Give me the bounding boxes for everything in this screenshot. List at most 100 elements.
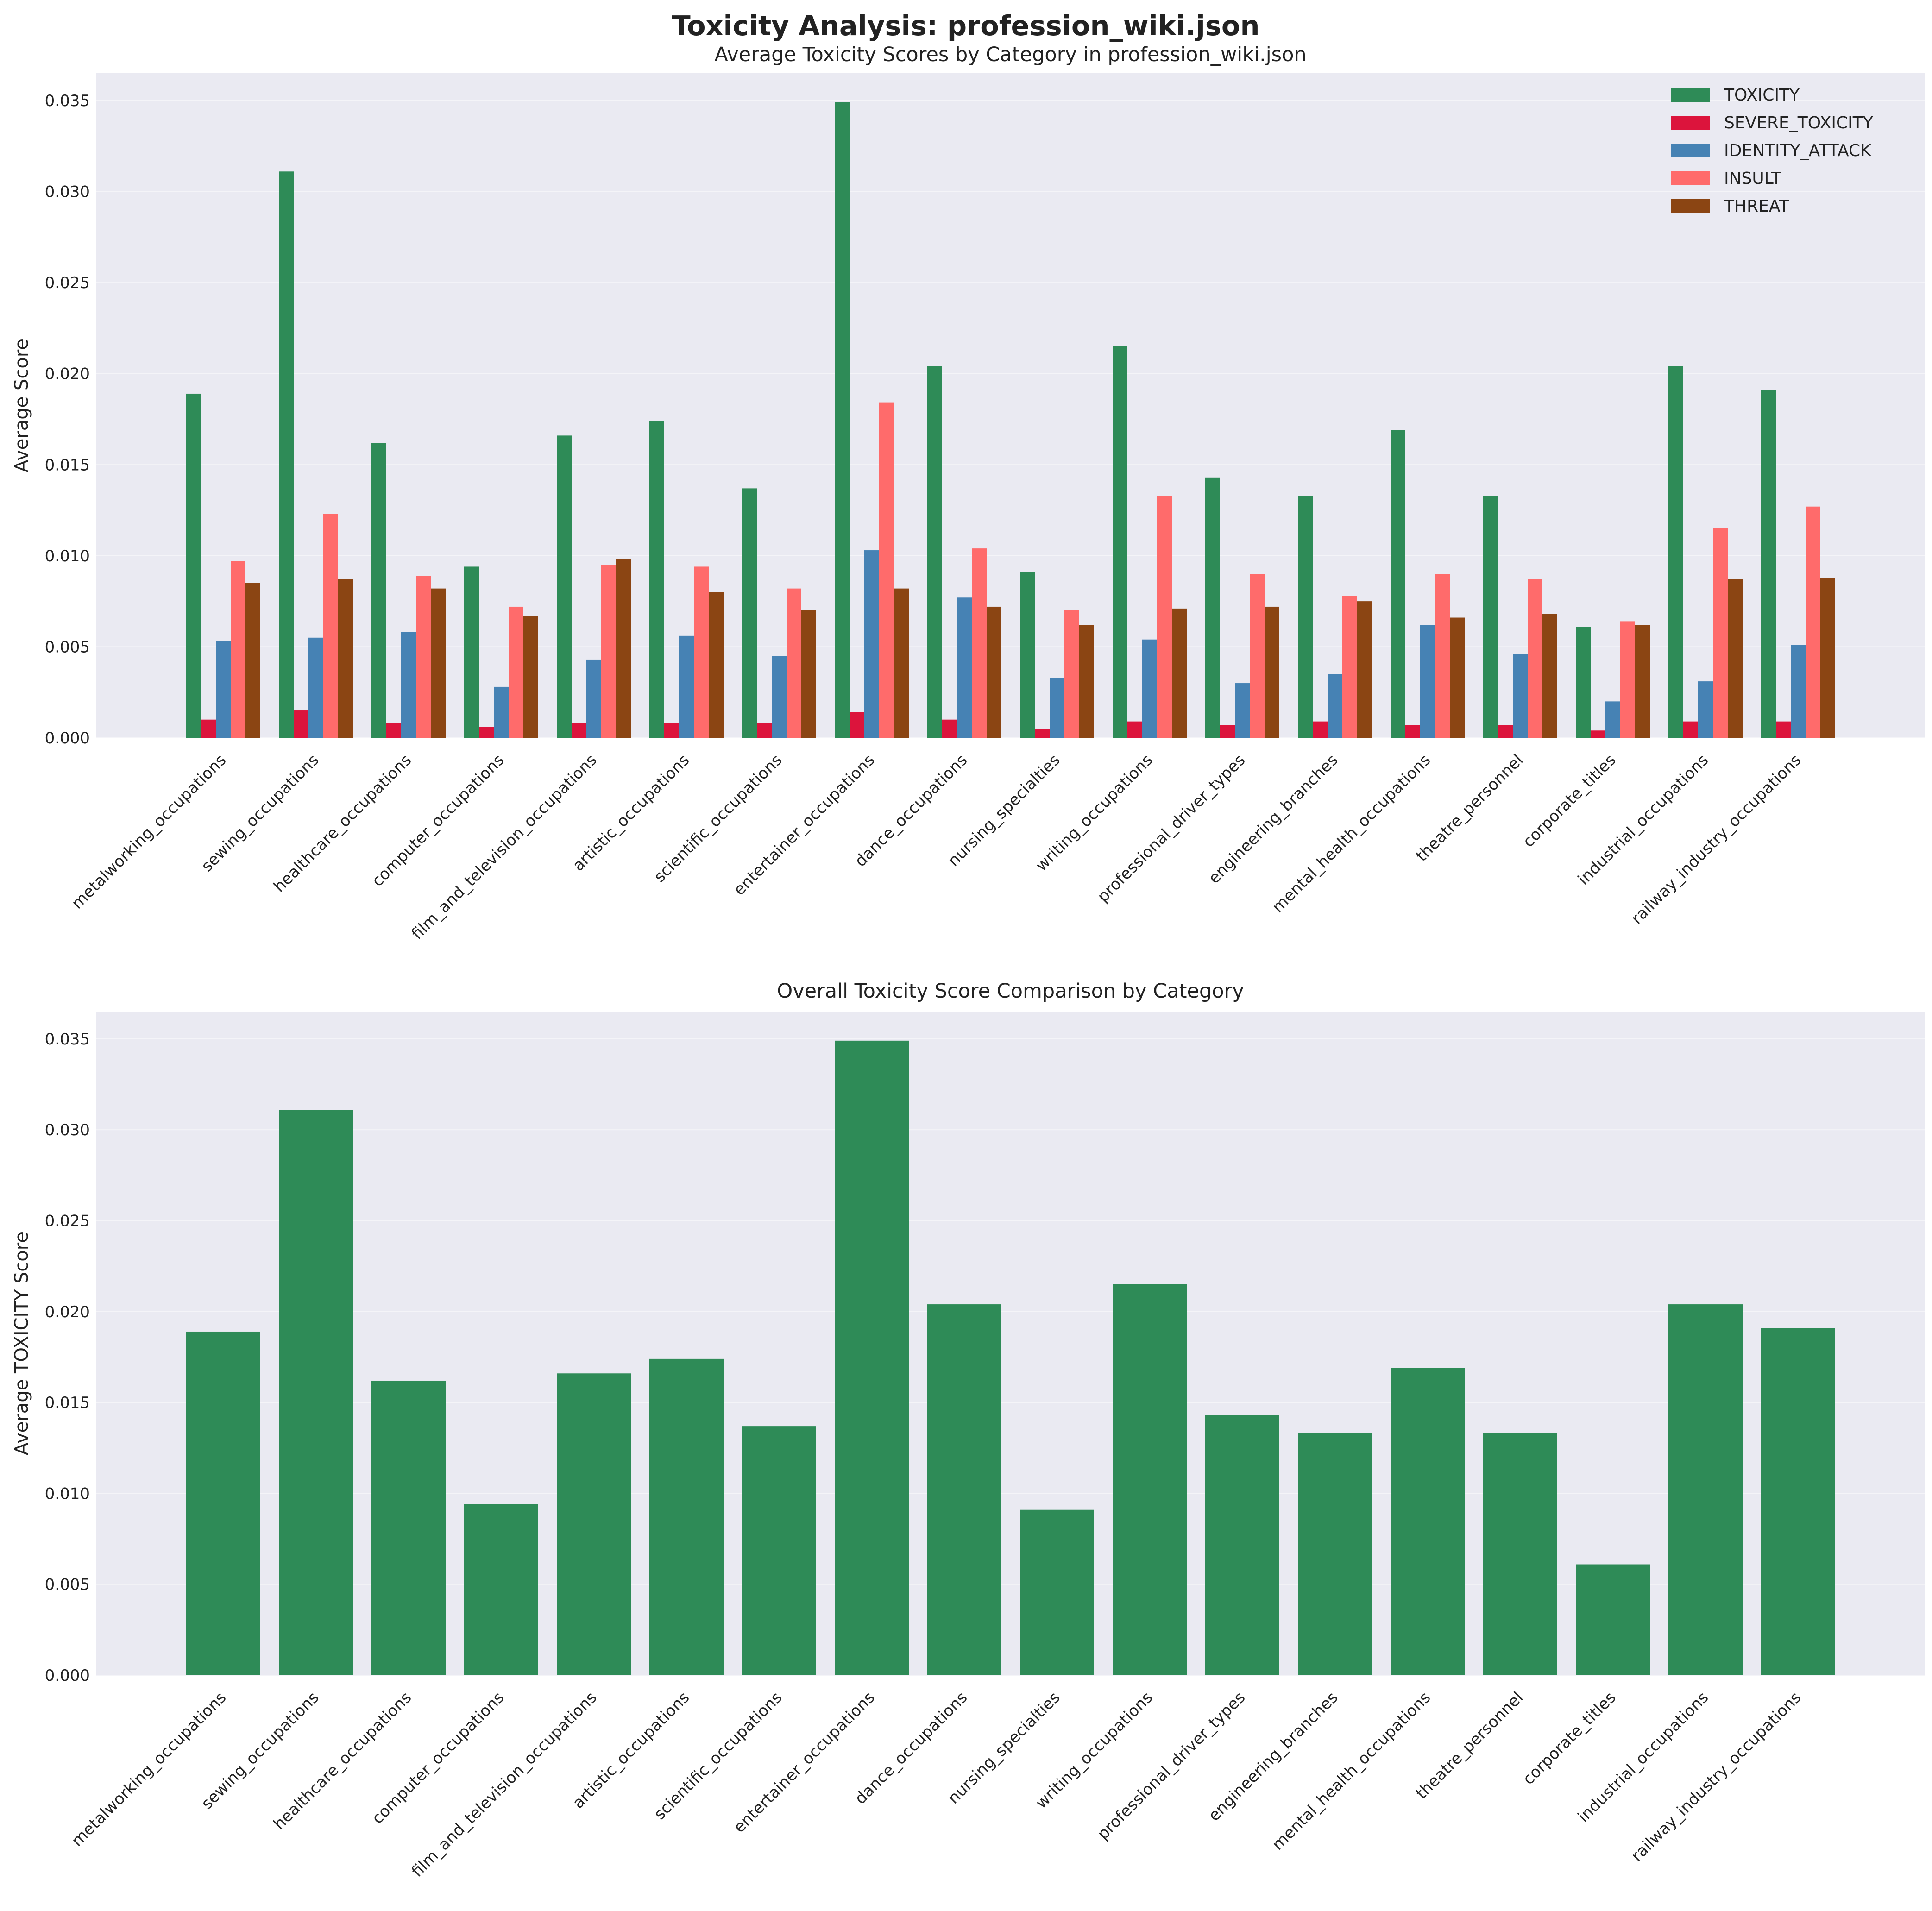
bar-identity-attack (1328, 674, 1342, 738)
bar-insult (1342, 596, 1357, 738)
y-tick-label: 0.015 (45, 456, 90, 474)
x-tick-label: corporate_titles (1519, 751, 1619, 851)
bar-toxicity (1020, 572, 1035, 738)
x-tick-label: metalworking_occupations (68, 751, 230, 913)
bar-threat (1635, 625, 1650, 738)
bar-identity-attack (1513, 654, 1528, 738)
bar-threat (1450, 617, 1465, 738)
bar-threat (616, 559, 631, 738)
y-tick-label: 0.000 (45, 1666, 90, 1685)
bar-toxicity (186, 1331, 260, 1675)
bar-threat (1357, 601, 1372, 738)
bar-identity-attack (957, 597, 972, 738)
x-tick-label: professional_driver_types (1094, 1688, 1249, 1843)
bar-toxicity (1113, 346, 1127, 738)
bar-identity-attack (772, 656, 787, 738)
bar-insult (509, 606, 523, 738)
y-tick-label: 0.020 (45, 1303, 90, 1321)
legend-label: INSULT (1724, 169, 1782, 188)
bar-toxicity (186, 393, 201, 738)
bar-insult (1806, 506, 1820, 738)
legend-swatch (1671, 199, 1710, 213)
bar-toxicity (1761, 1328, 1835, 1675)
x-tick-label: mental_health_occupations (1269, 751, 1435, 917)
bar-identity-attack (1235, 683, 1250, 738)
x-tick-label: mental_health_occupations (1269, 1688, 1435, 1854)
x-tick-label: metalworking_occupations (68, 1688, 230, 1850)
bar-identity-attack (1142, 639, 1157, 738)
bar-insult (1528, 579, 1542, 738)
x-tick-label: corporate_titles (1519, 1688, 1619, 1788)
y-tick-label: 0.030 (45, 183, 90, 201)
bar-toxicity (742, 488, 757, 738)
bar-insult (972, 548, 987, 738)
bar-identity-attack (1605, 701, 1620, 738)
bar-toxicity (1483, 496, 1498, 738)
bar-threat (1728, 579, 1743, 738)
bar-toxicity (371, 443, 386, 738)
legend-label: THREAT (1724, 197, 1790, 216)
bar-insult (879, 402, 894, 738)
bar-toxicity (464, 566, 479, 738)
bar-toxicity (371, 1380, 446, 1675)
bar-threat (709, 592, 724, 738)
bar-threat (894, 588, 909, 738)
bar-toxicity (1113, 1284, 1187, 1675)
bar-toxicity (1576, 627, 1591, 738)
plot-area (96, 73, 1925, 738)
x-tick-label: film_and_television_occupations (408, 751, 601, 943)
bar-threat (801, 610, 816, 738)
bar-insult (1250, 574, 1265, 738)
bar-severe-toxicity (1313, 721, 1328, 738)
bar-identity-attack (1420, 625, 1435, 738)
bar-threat (1820, 578, 1835, 738)
y-axis-label: Average Score (11, 339, 32, 472)
axis-title: Overall Toxicity Score Comparison by Cat… (777, 980, 1244, 1003)
bar-identity-attack (679, 635, 694, 738)
y-tick-label: 0.025 (45, 1212, 90, 1230)
y-tick-label: 0.005 (45, 638, 90, 656)
chart-category-scores: 0.000 0.005 0.010 0.015 0.020 0.025 0.030 0.035… (11, 43, 1925, 943)
y-tick-label: 0.010 (45, 547, 90, 566)
bar-toxicity (649, 421, 664, 738)
bar-insult (1157, 496, 1172, 738)
bar-severe-toxicity (479, 727, 494, 738)
bar-toxicity (1391, 1368, 1465, 1675)
bar-toxicity (927, 1304, 1001, 1675)
y-tick-label: 0.000 (45, 729, 90, 748)
bar-insult (1713, 528, 1728, 738)
bar-threat (1542, 614, 1557, 738)
bar-severe-toxicity (201, 719, 216, 738)
bar-toxicity (557, 1373, 631, 1675)
bar-identity-attack (401, 632, 416, 738)
bar-identity-attack (586, 659, 601, 738)
y-tick-label: 0.025 (45, 274, 90, 292)
bar-insult (601, 565, 616, 738)
bar-severe-toxicity (1591, 730, 1605, 738)
y-tick-label: 0.010 (45, 1484, 90, 1503)
bar-threat (245, 583, 260, 738)
bar-threat (1172, 608, 1187, 738)
plot-area (96, 1012, 1925, 1675)
bar-threat (987, 606, 1001, 738)
y-tick-label: 0.015 (45, 1394, 90, 1412)
y-tick-label: 0.035 (45, 1030, 90, 1049)
bar-threat (1079, 625, 1094, 738)
x-tick-label: professional_driver_types (1094, 751, 1249, 906)
legend-label: SEVERE_TOXICITY (1724, 113, 1874, 132)
bar-toxicity (1668, 366, 1683, 738)
chart-overall-toxicity: 0.000 0.005 0.010 0.015 0.020 0.025 0.030 0.035… (11, 980, 1925, 1881)
axis-title: Average Toxicity Scores by Category in p… (714, 43, 1306, 66)
legend-label: TOXICITY (1724, 86, 1800, 105)
bar-severe-toxicity (1683, 721, 1698, 738)
y-tick-label: 0.020 (45, 365, 90, 383)
legend-swatch (1671, 88, 1710, 102)
bar-identity-attack (308, 637, 323, 738)
x-tick-label: railway_industry_occupations (1628, 1688, 1805, 1865)
bar-identity-attack (864, 550, 879, 738)
bar-identity-attack (1050, 678, 1064, 738)
bar-identity-attack (1791, 645, 1806, 738)
bar-toxicity (1205, 1415, 1279, 1675)
bar-toxicity (1298, 496, 1313, 738)
legend-swatch (1671, 171, 1710, 185)
